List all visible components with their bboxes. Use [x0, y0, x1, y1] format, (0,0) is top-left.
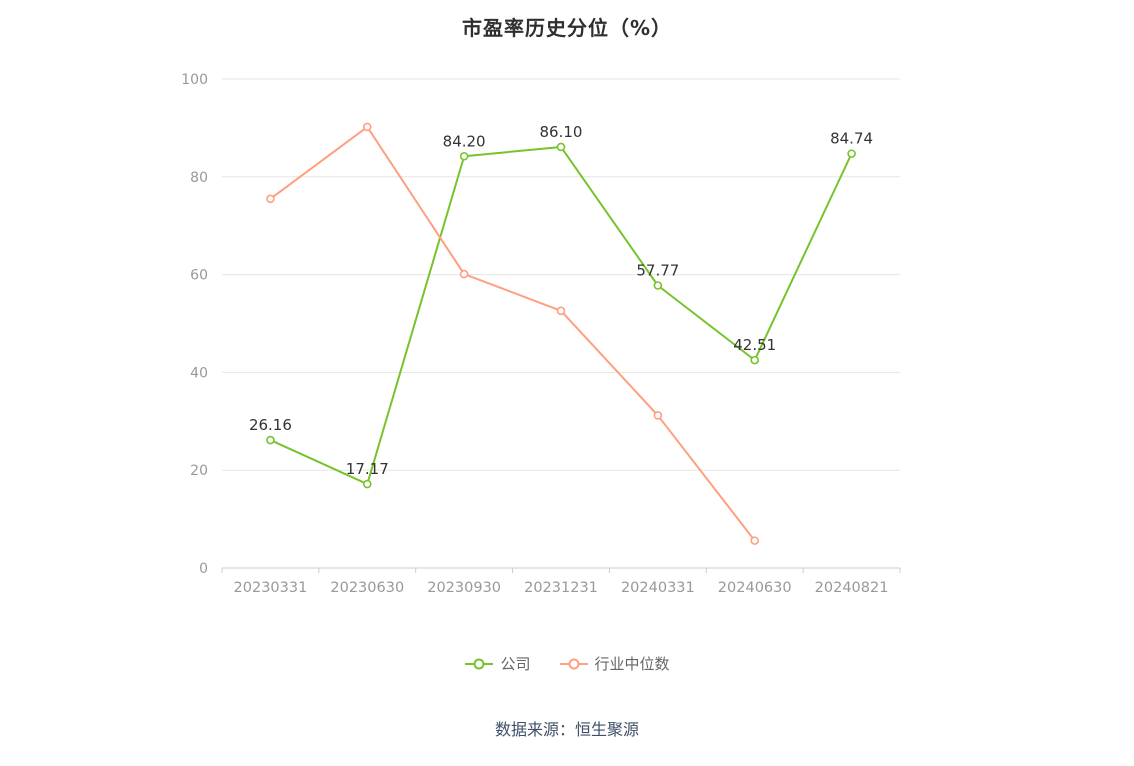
y-tick-label: 60: [190, 268, 208, 284]
x-tick-label: 20240331: [621, 580, 695, 596]
data-point: [362, 479, 372, 489]
industry-median-legend-marker: [559, 658, 588, 669]
data-point: [750, 355, 760, 365]
data-point: [847, 149, 856, 158]
legend-item-industry-median[interactable]: 行业中位数: [559, 653, 670, 674]
data-point: [556, 142, 566, 152]
x-tick-label: 20230630: [330, 580, 404, 596]
data-point: [653, 281, 663, 290]
data-label: 26.16: [249, 416, 292, 434]
legend: 公司 行业中位数: [0, 653, 1134, 674]
chart-title: 市盈率历史分位（%）: [461, 16, 673, 40]
data-point: [750, 536, 760, 545]
series-line-公司: [270, 145, 853, 486]
data-label: 42.51: [733, 336, 776, 354]
data-point: [266, 194, 275, 204]
data-point: [653, 411, 663, 420]
data-label: 84.20: [443, 132, 486, 150]
data-point: [556, 306, 566, 316]
legend-label-company: 公司: [500, 655, 531, 673]
y-tick-label: 40: [190, 365, 208, 381]
x-tick-label: 20230331: [234, 580, 308, 596]
x-tick-label: 20230930: [427, 580, 501, 596]
data-point: [362, 122, 372, 132]
data-point: [459, 269, 469, 279]
data-label: 17.17: [346, 460, 389, 478]
y-tick-label: 0: [199, 561, 208, 577]
data-point: [459, 151, 469, 161]
y-tick-label: 20: [190, 463, 208, 479]
series-line-行业中位数: [269, 125, 756, 542]
y-tick-label: 100: [181, 72, 208, 88]
x-tick-label: 20240630: [718, 580, 792, 596]
line-chart: 0 20 40 60 80 100 20230331 20230630 20230930 2023…: [181, 72, 901, 596]
y-tick-label: 80: [190, 170, 208, 186]
data-source-note: 数据来源：恒生聚源: [494, 720, 639, 739]
x-tick-label: 20240821: [815, 580, 889, 596]
data-point: [266, 435, 275, 445]
data-label: 57.77: [636, 262, 679, 280]
x-tick-label: 20231231: [524, 580, 598, 596]
legend-label-industry-median: 行业中位数: [594, 655, 670, 673]
legend-item-company[interactable]: 公司: [464, 653, 531, 674]
company-legend-marker: [465, 658, 494, 669]
data-label: 86.10: [540, 123, 583, 141]
data-label: 84.74: [830, 130, 873, 148]
